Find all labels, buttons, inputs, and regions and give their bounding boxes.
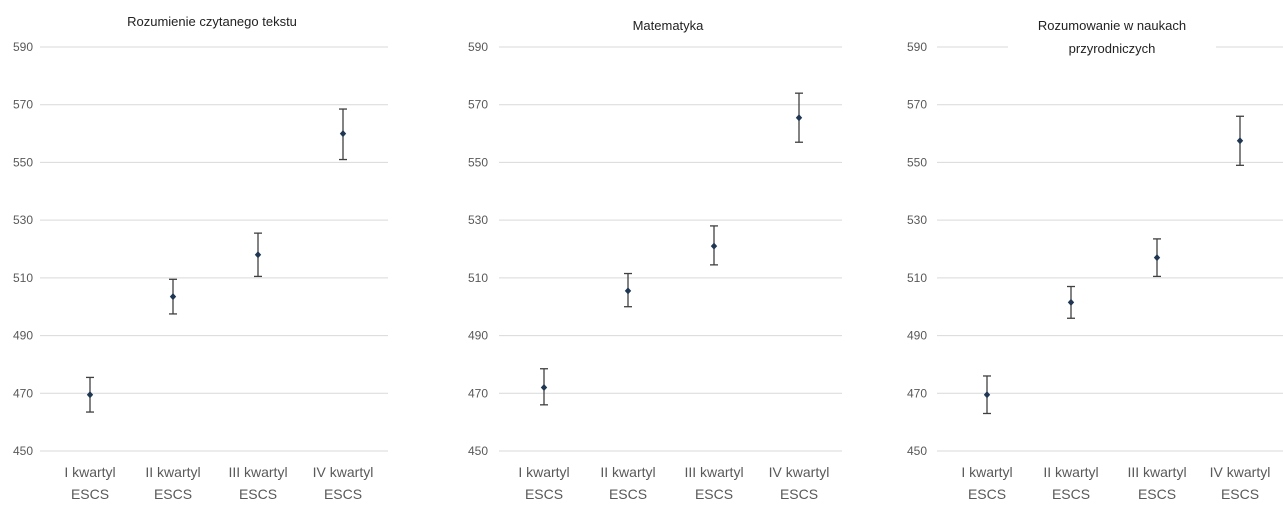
y-tick-label: 450 — [907, 444, 927, 458]
y-tick-label: 470 — [13, 386, 33, 400]
y-tick-label: 550 — [13, 155, 33, 169]
chart-panel-2: 450 470 490 510 530 550 570 590 Matematyka I kwar… — [468, 18, 842, 502]
x-tick-label: ESCS — [1138, 486, 1176, 502]
x-tick-label: ESCS — [1221, 486, 1259, 502]
x-tick-label: II kwartyl — [145, 464, 200, 480]
y-tick-label: 510 — [13, 271, 33, 285]
y-tick-label: 590 — [468, 40, 488, 54]
x-tick-label: IV kwartyl — [769, 464, 830, 480]
data-point — [624, 287, 632, 295]
y-tick-label: 490 — [468, 329, 488, 343]
data-point — [254, 251, 262, 259]
data-point — [86, 391, 94, 399]
x-tick-label: ESCS — [1052, 486, 1090, 502]
x-tick-label: III kwartyl — [684, 464, 743, 480]
data-point — [795, 114, 803, 122]
x-tick-label: I kwartyl — [961, 464, 1012, 480]
x-tick-label: ESCS — [525, 486, 563, 502]
x-tick-label: ESCS — [968, 486, 1006, 502]
x-tick-label: III kwartyl — [228, 464, 287, 480]
data-point — [710, 242, 718, 250]
x-tick-label: ESCS — [324, 486, 362, 502]
chart-title: przyrodniczych — [1069, 41, 1156, 56]
x-tick-label: III kwartyl — [1127, 464, 1186, 480]
y-tick-label: 570 — [468, 98, 488, 112]
chart-title: Rozumowanie w naukach — [1038, 18, 1186, 33]
chart-title: Matematyka — [633, 18, 705, 33]
data-point — [983, 391, 991, 399]
x-tick-label: ESCS — [695, 486, 733, 502]
y-tick-label: 470 — [907, 386, 927, 400]
x-tick-label: I kwartyl — [518, 464, 569, 480]
y-tick-label: 530 — [13, 213, 33, 227]
y-tick-label: 530 — [468, 213, 488, 227]
x-tick-label: IV kwartyl — [1210, 464, 1271, 480]
x-tick-label: ESCS — [71, 486, 109, 502]
chart-panel-3: 450 470 490 510 530 550 570 590 Rozumowanie w na… — [907, 18, 1283, 502]
y-tick-label: 530 — [907, 213, 927, 227]
x-tick-label: IV kwartyl — [313, 464, 374, 480]
x-tick-label: I kwartyl — [64, 464, 115, 480]
x-tick-label: II kwartyl — [600, 464, 655, 480]
y-tick-label: 470 — [468, 386, 488, 400]
x-tick-label: ESCS — [780, 486, 818, 502]
x-tick-label: ESCS — [154, 486, 192, 502]
y-tick-label: 490 — [907, 329, 927, 343]
y-tick-label: 590 — [13, 40, 33, 54]
data-point — [339, 130, 347, 138]
x-tick-label: ESCS — [609, 486, 647, 502]
data-point — [540, 384, 548, 392]
data-point — [1236, 137, 1244, 145]
data-point — [169, 293, 177, 301]
y-tick-label: 550 — [907, 155, 927, 169]
y-tick-label: 510 — [907, 271, 927, 285]
y-tick-label: 510 — [468, 271, 488, 285]
y-tick-label: 550 — [468, 155, 488, 169]
data-point — [1153, 254, 1161, 262]
chart-title: Rozumienie czytanego tekstu — [127, 14, 297, 29]
data-point — [1067, 298, 1075, 306]
y-tick-label: 570 — [907, 98, 927, 112]
x-tick-label: II kwartyl — [1043, 464, 1098, 480]
x-tick-label: ESCS — [239, 486, 277, 502]
y-tick-label: 450 — [468, 444, 488, 458]
y-tick-label: 490 — [13, 329, 33, 343]
y-tick-label: 570 — [13, 98, 33, 112]
y-tick-label: 590 — [907, 40, 927, 54]
y-tick-label: 450 — [13, 444, 33, 458]
chart-panel-1: 450 470 490 510 530 550 570 590 Rozumienie czyta… — [13, 14, 388, 502]
